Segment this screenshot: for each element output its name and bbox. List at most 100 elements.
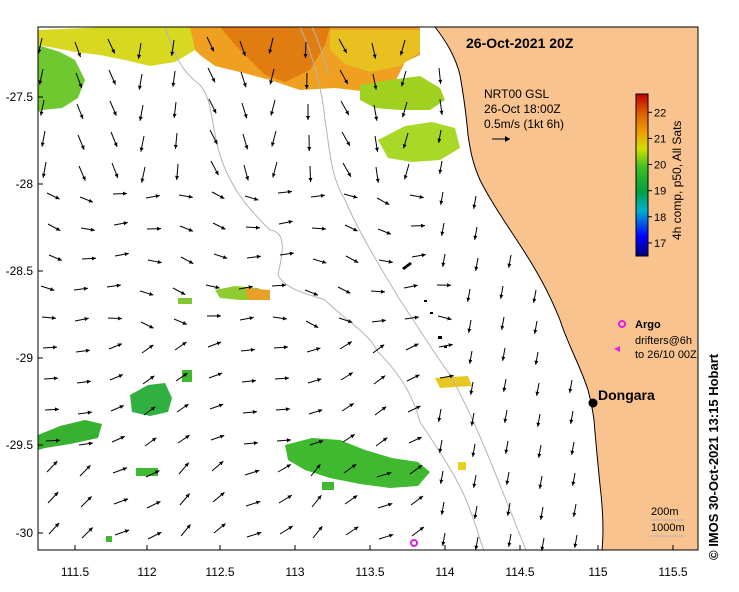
current-arrow-head: [289, 251, 294, 256]
current-arrow-head: [210, 47, 214, 52]
y-tick-label: -29: [16, 351, 34, 365]
current-arrow-head: [251, 378, 256, 383]
current-arrow-head: [185, 493, 190, 498]
current-arrow-head: [439, 479, 444, 484]
current-arrow-head: [438, 79, 443, 84]
colorbar-tick-label: 20: [654, 160, 666, 172]
current-arrow-head: [40, 142, 45, 147]
current-arrow-head: [86, 465, 91, 470]
current-arrow-head: [242, 82, 247, 88]
current-arrow-head: [254, 196, 259, 201]
current-arrow-head: [184, 462, 189, 467]
sst-patch-north-yellow-2: [330, 30, 420, 72]
current-arrow-head: [252, 410, 257, 415]
current-arrow-head: [148, 291, 154, 296]
current-arrow-head: [353, 526, 359, 531]
island-1: [402, 262, 412, 270]
current-arrow-head: [117, 316, 122, 321]
current-arrow-head: [568, 388, 573, 393]
current-arrow-head: [532, 298, 537, 303]
current-arrow-head: [350, 434, 355, 439]
current-arrow-head: [55, 227, 61, 231]
y-tick-label: -28.5: [6, 264, 34, 278]
current-arrow-head: [41, 173, 46, 178]
current-arrow-head: [91, 256, 96, 261]
colorbar-tick-label: 18: [654, 212, 666, 224]
current-arrow-head: [250, 347, 255, 352]
current-arrow-head: [346, 289, 351, 294]
y-tick-label: -30: [16, 526, 34, 540]
current-arrow-head: [381, 406, 387, 411]
isobath-legend: 200m 1000m: [650, 506, 685, 537]
current-arrow-head: [249, 316, 254, 321]
current-arrow-head: [399, 51, 404, 56]
current-arrow-head: [138, 116, 143, 121]
current-arrow-head: [52, 345, 57, 350]
colorbar-gradient: [635, 93, 649, 257]
isobath-inner-line: [311, 26, 329, 76]
isobath-200m-label: 200m: [651, 506, 679, 518]
current-arrow-head: [285, 407, 290, 412]
current-arrow-head: [419, 194, 424, 199]
current-arrow-head: [440, 231, 445, 236]
sst-patch-north-yellow: [38, 27, 195, 66]
current-arrow-head: [374, 116, 379, 121]
current-arrow-head: [157, 259, 162, 264]
current-arrow-head: [507, 542, 512, 547]
land-australia: [433, 26, 699, 551]
current-arrow-head: [318, 526, 323, 531]
current-arrow-head: [213, 139, 218, 145]
drifters-label-line1: drifters@6h: [635, 335, 692, 347]
sst-pixel-4: [322, 482, 334, 490]
y-tick-label: -27.5: [6, 90, 34, 104]
sst-pixel-3: [458, 462, 466, 470]
current-arrow-head: [419, 526, 424, 531]
map-border: [37, 26, 699, 551]
current-arrow-head: [123, 498, 129, 503]
current-arrow-head: [320, 193, 325, 198]
current-arrow-head: [85, 348, 90, 353]
current-arrow-head: [255, 500, 261, 505]
current-arrow-head: [83, 286, 88, 291]
island-2: [424, 300, 427, 302]
current-arrow-head: [537, 453, 542, 458]
current-arrow-head: [386, 471, 392, 476]
current-arrow-head: [79, 114, 84, 119]
current-arrow-head: [288, 220, 293, 224]
sst-pixel-2: [136, 468, 158, 476]
drifter-symbol: [614, 346, 620, 352]
current-arrow-head: [286, 438, 291, 443]
current-arrow-head: [256, 254, 261, 259]
current-arrow-head: [54, 492, 59, 497]
current-source-time: 26-Oct 18:00Z: [484, 102, 561, 116]
current-arrow-head: [502, 387, 507, 392]
current-arrow-head: [216, 341, 222, 346]
current-arrow-head: [245, 176, 250, 181]
current-arrow-head: [217, 372, 223, 377]
map-frame: [37, 26, 699, 551]
current-arrow-head: [472, 204, 477, 209]
current-arrow-head: [471, 452, 476, 457]
current-arrow-head: [373, 85, 378, 90]
current-arrow-head: [536, 422, 541, 427]
current-arrow-head: [569, 419, 574, 424]
current-arrow-head: [219, 194, 225, 199]
current-arrow-head: [118, 374, 123, 378]
current-arrow-head: [222, 255, 228, 260]
float-legend: Argo drifters@6h to 26/10 00Z: [614, 319, 697, 361]
island-4: [438, 336, 442, 339]
argo-float-marker: [410, 539, 418, 547]
current-arrow-head: [437, 417, 442, 422]
current-arrow-head: [403, 174, 408, 180]
current-arrow-head: [288, 526, 293, 530]
y-tick-label: -28: [16, 177, 34, 191]
current-arrow-head: [313, 323, 319, 328]
current-arrow-head: [347, 341, 352, 346]
current-arrow-head: [123, 221, 128, 226]
isobath-1000m-label: 1000m: [651, 522, 685, 534]
current-arrow-head: [156, 501, 161, 505]
current-arrow-head: [466, 297, 471, 302]
current-arrow-head: [284, 376, 289, 381]
dongara-place: Dongara: [588, 387, 655, 408]
